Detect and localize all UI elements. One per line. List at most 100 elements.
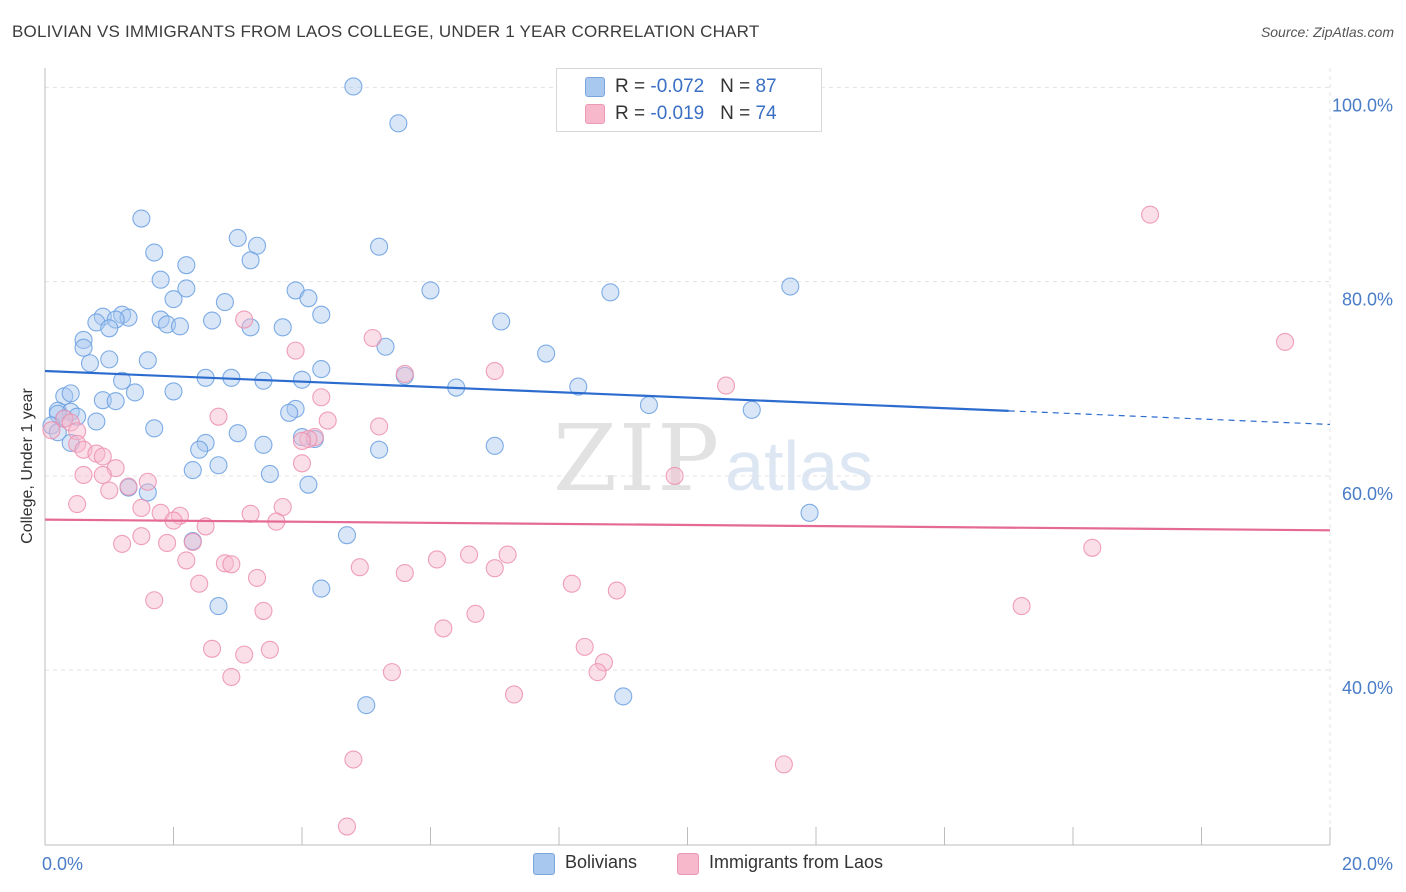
point-laos (235, 310, 254, 329)
watermark-atlas: atlas (725, 427, 874, 505)
point-laos (132, 527, 151, 546)
point-laos (1275, 332, 1295, 351)
point-laos (100, 481, 119, 500)
point-bolivians (138, 483, 157, 502)
point-laos (222, 667, 241, 687)
point-bolivians (177, 279, 196, 298)
point-bolivians (312, 579, 331, 598)
point-laos (235, 645, 254, 664)
point-bolivians (183, 461, 202, 480)
point-bolivians (492, 312, 511, 331)
point-laos (68, 422, 87, 441)
point-bolivians (132, 209, 151, 228)
legend-r-value: -0.019 (650, 103, 705, 124)
legend-swatch-laos (585, 104, 605, 124)
point-bolivians (190, 440, 209, 459)
point-laos (337, 817, 357, 836)
point-laos (434, 619, 453, 638)
bottom-legend-swatch-laos (677, 853, 699, 875)
point-bolivians (215, 293, 234, 312)
chart-title: BOLIVIAN VS IMMIGRANTS FROM LAOS COLLEGE… (12, 22, 760, 41)
point-laos (466, 604, 485, 623)
point-laos (42, 421, 61, 440)
point-laos (68, 495, 87, 514)
point-laos (459, 545, 479, 564)
point-bolivians (299, 475, 318, 494)
point-bolivians (196, 433, 215, 452)
point-bolivians (145, 243, 164, 262)
point-laos (93, 447, 112, 466)
point-bolivians (601, 283, 620, 302)
point-bolivians (87, 412, 106, 431)
point-laos (138, 472, 157, 491)
point-laos (119, 477, 138, 496)
point-bolivians (164, 382, 183, 401)
point-bolivians (569, 377, 588, 396)
point-laos (74, 465, 93, 485)
legend-r-label: R = (615, 103, 651, 124)
point-bolivians (113, 371, 132, 390)
point-laos (363, 328, 382, 348)
point-laos (318, 411, 337, 430)
point-laos (299, 429, 318, 449)
point-bolivians (370, 237, 389, 256)
point-bolivians (125, 383, 144, 402)
point-bolivians (312, 360, 331, 379)
point-bolivians (138, 351, 157, 370)
point-bolivians (389, 114, 408, 133)
point-bolivians (292, 370, 312, 389)
point-bolivians (742, 400, 761, 419)
point-laos (370, 417, 389, 436)
point-laos (196, 517, 215, 536)
point-laos (177, 551, 196, 570)
y-tick-label: 100.0% (1332, 95, 1393, 115)
correlation-legend: R = -0.072 N = 87 R = -0.019 N = 74 (556, 68, 822, 132)
legend-swatch-bolivians (585, 77, 605, 97)
watermark: ZIPatlas (553, 405, 873, 512)
y-tick-label: 40.0% (1342, 678, 1393, 698)
point-laos (183, 532, 202, 552)
point-laos (774, 755, 793, 774)
point-bolivians (344, 77, 363, 96)
point-bolivians (80, 354, 100, 373)
point-laos (562, 574, 581, 593)
point-laos (395, 364, 414, 383)
point-bolivians (421, 281, 440, 300)
point-laos (222, 555, 241, 574)
point-laos (241, 504, 260, 523)
point-laos (665, 466, 684, 485)
point-bolivians (337, 526, 357, 545)
legend-text: R = -0.072 N = 87 (615, 76, 777, 98)
legend-n-label: N = (720, 76, 756, 97)
point-bolivians (800, 503, 819, 522)
trendline-bolivians-extension (1008, 410, 1331, 426)
point-laos (93, 465, 112, 485)
point-bolivians (254, 435, 273, 454)
point-bolivians (209, 456, 228, 475)
point-bolivians (145, 419, 164, 438)
point-laos (485, 361, 504, 381)
bottom-legend-swatch-bolivians (533, 853, 555, 875)
x-tick-label: 20.0% (1342, 854, 1393, 874)
y-tick-label: 60.0% (1342, 484, 1393, 504)
point-bolivians (312, 305, 331, 324)
point-laos (132, 498, 151, 518)
point-bolivians (280, 403, 299, 422)
bottom-legend-label: Bolivians (565, 852, 638, 872)
y-tick-label: 80.0% (1342, 290, 1393, 310)
watermark-zip: ZIP (553, 405, 722, 512)
point-laos (350, 558, 369, 577)
point-laos (594, 653, 614, 672)
legend-n-label: N = (720, 103, 756, 124)
point-laos (395, 563, 414, 583)
point-laos (209, 407, 228, 426)
point-laos (575, 637, 594, 656)
point-bolivians (93, 391, 112, 410)
point-laos (247, 568, 267, 587)
point-laos (344, 750, 363, 769)
point-bolivians (177, 256, 196, 275)
point-bolivians (74, 330, 93, 350)
point-laos (292, 431, 312, 451)
source-label: Source: ZipAtlas.com (1260, 24, 1394, 40)
point-laos (607, 581, 626, 600)
